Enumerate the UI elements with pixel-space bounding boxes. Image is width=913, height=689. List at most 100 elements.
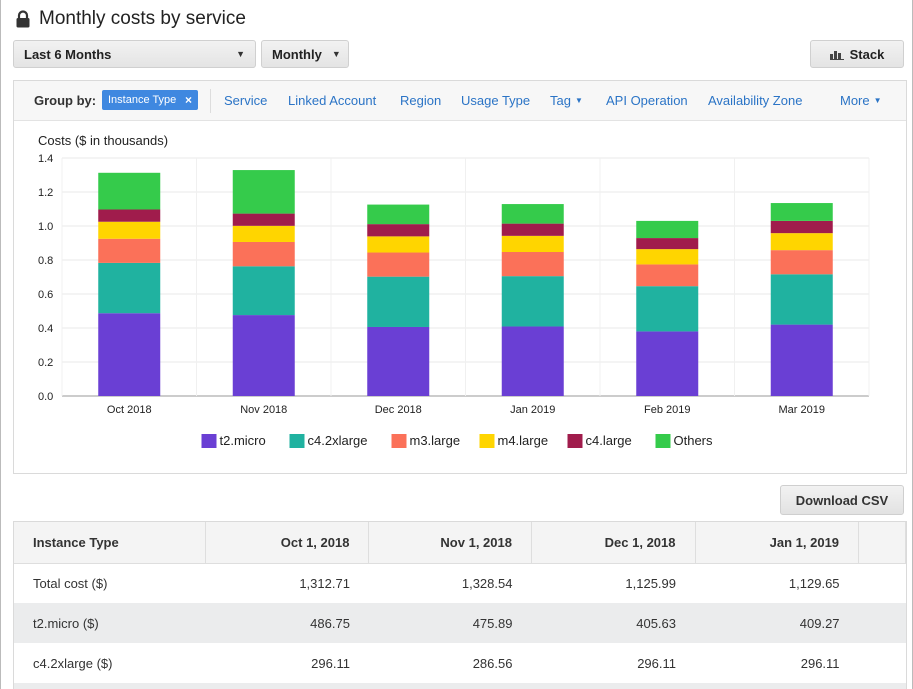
controls-row: Last 6 Months ▼ Monthly ▼ Stack — [13, 40, 904, 68]
bar-segment — [770, 203, 833, 221]
bar-segment — [367, 204, 430, 225]
bar-segment — [770, 233, 833, 251]
bar-segment — [367, 326, 430, 396]
y-tick-label: 0.8 — [38, 255, 53, 267]
group-by-more[interactable]: More ▼ — [840, 93, 882, 108]
y-tick-label: 0.0 — [38, 391, 53, 403]
group-by-api-operation[interactable]: API Operation — [606, 93, 688, 108]
table-cell: c4.2xlarge ($) — [33, 655, 113, 671]
table-cell: 409.27 — [695, 603, 859, 643]
bar-segment — [636, 331, 699, 396]
date-range-value: Last 6 Months — [24, 46, 112, 62]
table-row — [14, 683, 906, 689]
table-cell: 296.11 — [311, 655, 350, 671]
table-row: t2.micro ($) 486.75 475.89 405.63 409.27 — [14, 603, 906, 643]
legend-swatch — [201, 434, 217, 448]
bar-segment — [501, 223, 564, 236]
bar-segment — [501, 204, 564, 224]
table-cell: 1,328.54 — [461, 575, 513, 591]
table-row: Total cost ($) 1,312.71 1,328.54 1,125.9… — [14, 563, 906, 603]
chart-style-dropdown[interactable]: Stack — [810, 40, 904, 68]
table-cell-empty — [368, 683, 532, 689]
bar-segment — [636, 238, 699, 250]
lock-icon — [16, 10, 30, 28]
table-cell: 475.89 — [368, 603, 532, 643]
legend-swatch — [655, 434, 671, 448]
bar-segment — [770, 220, 833, 234]
caret-down-icon: ▼ — [331, 49, 341, 59]
table-cell: 1,129.65 — [788, 575, 840, 591]
table-cell: 296.11 — [800, 655, 840, 671]
caret-down-icon: ▼ — [236, 49, 245, 59]
chart-style-value: Stack — [849, 46, 885, 62]
bar-segment — [770, 324, 833, 396]
legend-swatch — [479, 434, 495, 448]
y-tick-label: 1.0 — [38, 221, 53, 233]
group-by-tag-label: Tag — [550, 93, 571, 108]
table-cell: Total cost ($) — [33, 575, 108, 591]
granularity-value: Monthly — [272, 46, 322, 62]
group-by-selected-label: Instance Type — [108, 94, 177, 106]
legend-label: c4.2xlarge — [308, 433, 368, 448]
group-by-availability-zone[interactable]: Availability Zone — [708, 93, 803, 108]
x-tick-label: Feb 2019 — [644, 404, 690, 416]
group-by-linked-account[interactable]: Linked Account — [288, 93, 377, 108]
page-header: Monthly costs by service — [15, 6, 246, 32]
group-by-tag[interactable]: Tag ▼ — [550, 93, 583, 108]
group-by-more-label: More — [840, 93, 870, 108]
x-tick-label: Dec 2018 — [375, 404, 422, 416]
table-cell: t2.micro ($) — [14, 603, 206, 643]
group-by-service[interactable]: Service — [224, 93, 268, 108]
table-cell: 286.56 — [472, 655, 513, 671]
bar-segment — [636, 264, 699, 287]
cost-table: Instance Type Oct 1, 2018 Nov 1, 2018 De… — [13, 521, 907, 689]
download-csv-button[interactable]: Download CSV — [780, 485, 904, 515]
group-by-selected-chip[interactable]: Instance Type × — [102, 90, 198, 110]
y-axis-label: Costs ($ in thousands) — [38, 133, 168, 148]
bar-segment — [367, 252, 430, 277]
group-by-region[interactable]: Region — [400, 93, 442, 108]
legend-label: t2.micro — [220, 433, 266, 448]
granularity-dropdown[interactable]: Monthly ▼ — [261, 40, 349, 68]
date-range-dropdown[interactable]: Last 6 Months ▼ — [13, 40, 256, 68]
group-by-label: Group by: — [34, 93, 97, 108]
legend-swatch — [391, 434, 407, 448]
bar-segment — [232, 315, 295, 396]
page-title: Monthly costs by service — [39, 8, 246, 29]
x-tick-label: Nov 2018 — [240, 404, 287, 416]
bar-segment — [367, 236, 430, 253]
table-cell-empty — [695, 683, 859, 689]
close-icon[interactable]: × — [184, 93, 192, 107]
bar-segment — [98, 238, 161, 263]
bar-segment — [232, 241, 295, 267]
table-row: c4.2xlarge ($) 296.11 286.56 296.11 296.… — [14, 643, 906, 683]
legend-swatch — [289, 434, 305, 448]
y-tick-label: 1.4 — [38, 153, 53, 165]
table-cell: 1,125.99 — [625, 575, 676, 591]
group-by-usage-type[interactable]: Usage Type — [461, 93, 531, 108]
legend-label: m3.large — [410, 433, 461, 448]
table-cell: 486.75 — [205, 603, 369, 643]
bar-segment — [98, 172, 161, 210]
bar-segment — [770, 250, 833, 275]
column-header[interactable]: Dec 1, 2018 — [531, 522, 696, 564]
bar-segment — [636, 286, 699, 332]
y-tick-label: 0.2 — [38, 357, 53, 369]
bar-segment — [232, 266, 295, 316]
bar-segment — [367, 276, 430, 327]
chart-panel: Group by: Instance Type × Service Linked… — [13, 80, 907, 474]
column-header[interactable]: Nov 1, 2018 — [368, 522, 532, 564]
table-cell-empty — [859, 643, 906, 683]
legend-swatch — [567, 434, 583, 448]
column-header[interactable]: Instance Type — [14, 522, 206, 564]
bar-segment — [770, 274, 833, 325]
bar-segment — [636, 220, 699, 239]
bar-segment — [98, 209, 161, 222]
column-header[interactable]: Jan 1, 2019 — [695, 522, 860, 564]
bar-chart-icon — [829, 50, 844, 60]
column-header[interactable]: Oct 1, 2018 — [205, 522, 370, 564]
divider — [210, 89, 211, 113]
bar-segment — [501, 252, 564, 277]
legend-label: m4.large — [498, 433, 549, 448]
group-by-bar: Group by: Instance Type × Service Linked… — [14, 81, 906, 121]
